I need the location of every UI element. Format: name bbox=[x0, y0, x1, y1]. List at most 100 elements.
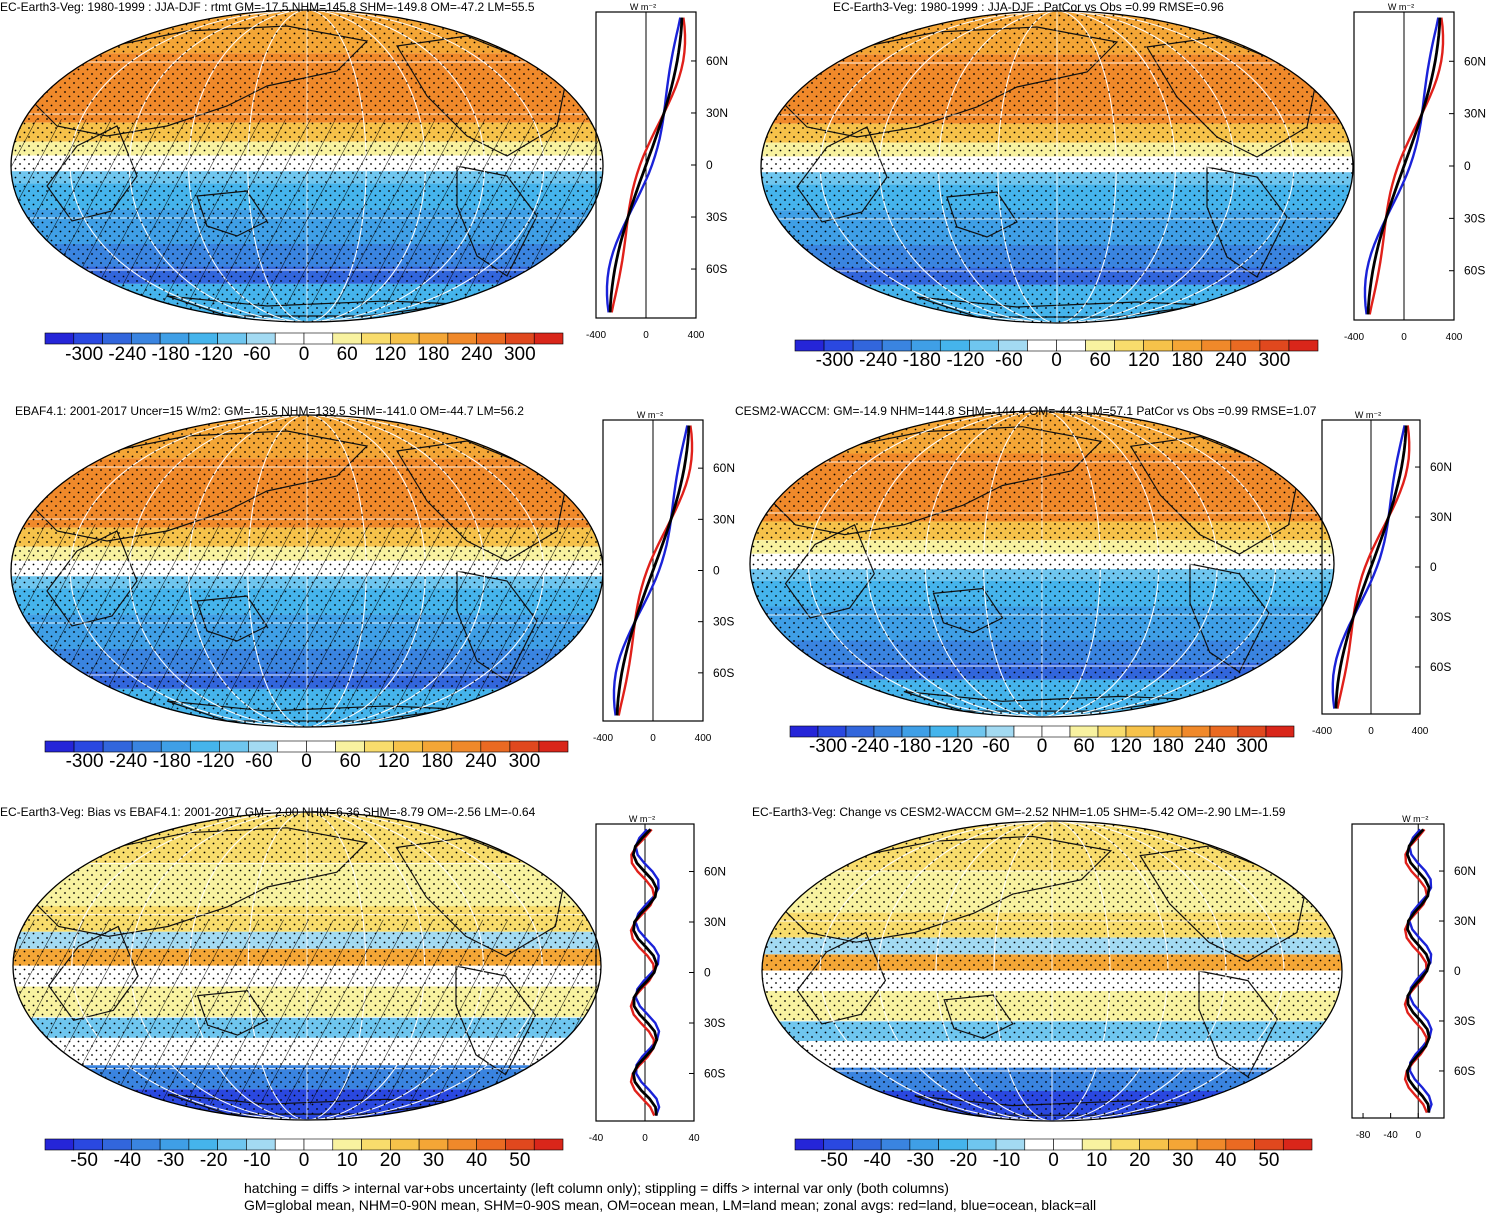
zonal-curve-land bbox=[1368, 17, 1445, 315]
zonal-frame bbox=[1351, 823, 1445, 1119]
colorbar-swatch bbox=[1024, 1138, 1054, 1151]
hatch-overlay bbox=[11, 119, 603, 307]
hatch-overlay bbox=[13, 919, 601, 1105]
colorbar-swatch bbox=[505, 332, 535, 345]
colorbar-label: 0 bbox=[1051, 350, 1062, 371]
colorbar-label: -120 bbox=[195, 344, 233, 365]
colorbar-swatch bbox=[794, 1138, 825, 1151]
map-border bbox=[761, 820, 1343, 1122]
zonal-xtick-label: 0 bbox=[1415, 1130, 1421, 1141]
zonal-curve-ocean bbox=[612, 425, 689, 716]
colorbar-swatch bbox=[188, 1138, 218, 1151]
colorbar-swatch bbox=[159, 332, 190, 345]
map-border bbox=[12, 811, 602, 1121]
map-panel-4 bbox=[749, 410, 1335, 718]
zonal-ytick-label: 60N bbox=[713, 461, 735, 475]
colorbar-label: 30 bbox=[1172, 1150, 1193, 1171]
colorbar-label: -240 bbox=[109, 751, 147, 772]
colorbar-label: -40 bbox=[863, 1150, 890, 1171]
zonal-xtick-label: 0 bbox=[642, 1133, 648, 1144]
colorbar-swatch bbox=[303, 1138, 334, 1151]
zonal-ytick-label: 0 bbox=[1454, 964, 1461, 978]
colorbar-label: -180 bbox=[153, 751, 191, 772]
colorbar-swatch bbox=[274, 1138, 305, 1151]
colorbar-swatch bbox=[938, 1138, 968, 1151]
zonal-curve-all bbox=[1366, 17, 1442, 315]
colorbar-swatch bbox=[159, 1138, 190, 1151]
zonal-ytick-label: 60N bbox=[706, 54, 728, 68]
colorbar-2: -300 -240 -180 -120 -60 0 60 120 180 240 300 bbox=[794, 339, 1319, 371]
colorbar-label: 60 bbox=[1073, 736, 1094, 757]
colorbar-label: 0 bbox=[1048, 1150, 1059, 1171]
colorbar-swatch bbox=[1168, 1138, 1198, 1151]
colorbar-swatch bbox=[1053, 1138, 1083, 1151]
colorbar-swatch bbox=[332, 332, 362, 345]
colorbar-swatch bbox=[823, 1138, 853, 1151]
colorbar-label: -10 bbox=[993, 1150, 1020, 1171]
colorbar-label: -300 bbox=[66, 751, 104, 772]
colorbar-label: -40 bbox=[114, 1150, 141, 1171]
colorbar-label: -240 bbox=[851, 736, 889, 757]
zonal-xtick-label: 0 bbox=[1401, 332, 1407, 343]
colorbar-swatch bbox=[390, 332, 420, 345]
colorbar-swatch bbox=[44, 1138, 75, 1151]
colorbar-label: 180 bbox=[418, 344, 450, 365]
colorbar-5: -50 -40 -30 -20 -10 0 10 20 30 40 50 bbox=[44, 1138, 564, 1171]
zonal-xtick-label: 400 bbox=[1446, 332, 1463, 343]
colorbar-swatch bbox=[246, 332, 276, 345]
map-border bbox=[760, 10, 1354, 324]
colorbar-swatch bbox=[44, 332, 75, 345]
colorbar-label: -300 bbox=[816, 350, 854, 371]
zonal-curve-all bbox=[615, 425, 691, 716]
zonal-mean-plot-3: W m⁻² 60N 30N 0 30S 60S -400 0 400 bbox=[593, 410, 735, 744]
zonal-ytick-label: 30N bbox=[706, 106, 728, 120]
zonal-unit-label: W m⁻² bbox=[1388, 2, 1414, 12]
zonal-curve-all bbox=[1334, 425, 1408, 709]
colorbar-label: -60 bbox=[995, 350, 1022, 371]
zonal-curve-ocean bbox=[1331, 425, 1406, 709]
zonal-ytick-label: 30N bbox=[713, 512, 735, 526]
colorbar-swatch bbox=[1254, 1138, 1284, 1151]
zonal-mean-plot-2: W m⁻² 60N 30N 0 30S 60S -400 0 400 bbox=[1344, 2, 1486, 343]
zonal-curve-land bbox=[1336, 425, 1411, 709]
map-panel-3 bbox=[10, 414, 604, 728]
zonal-xtick-label: -400 bbox=[593, 733, 613, 744]
panel-title-2: EC-Earth3-Veg: 1980-1999 : JJA-DJF : Pat… bbox=[833, 0, 1224, 14]
zonal-xtick-label: 400 bbox=[695, 733, 712, 744]
colorbar-label: 180 bbox=[1171, 350, 1203, 371]
colorbar-swatch bbox=[217, 332, 247, 345]
colorbar-label: 240 bbox=[1215, 350, 1247, 371]
panel-title-5: EC-Earth3-Veg: Bias vs EBAF4.1: 2001-201… bbox=[0, 805, 536, 819]
zonal-ytick-label: 60N bbox=[1454, 864, 1476, 878]
legend-note-means: GM=global mean, NHM=0-90N mean, SHM=0-90… bbox=[244, 1197, 1097, 1213]
colorbar-label: -300 bbox=[809, 736, 847, 757]
map-panel-6 bbox=[761, 820, 1343, 1122]
colorbar-label: 240 bbox=[461, 344, 493, 365]
colorbar-label: 0 bbox=[299, 1150, 310, 1171]
zonal-xtick-label: -40 bbox=[1383, 1130, 1398, 1141]
colorbar-swatch bbox=[217, 1138, 247, 1151]
colorbar-label: -240 bbox=[108, 344, 146, 365]
zonal-xtick-label: -400 bbox=[1344, 332, 1364, 343]
colorbar-label: -120 bbox=[946, 350, 984, 371]
colorbar-swatch bbox=[102, 1138, 132, 1151]
hatch-overlay bbox=[11, 524, 603, 712]
colorbar-swatch bbox=[995, 1138, 1026, 1151]
zonal-mean-plot-6: W m⁻² 60N 30N 0 30S 60S -80 -40 0 bbox=[1351, 814, 1476, 1141]
zonal-unit-label: W m⁻² bbox=[629, 814, 655, 824]
zonal-ytick-label: 0 bbox=[713, 564, 720, 578]
colorbar-swatch bbox=[909, 1138, 939, 1151]
colorbar-swatch bbox=[303, 332, 334, 345]
colorbar-swatch bbox=[1196, 1138, 1227, 1151]
colorbar-label: -60 bbox=[243, 344, 270, 365]
zonal-mean-plot-5: W m⁻² 60N 30N 0 30S 60S -40 0 40 bbox=[589, 814, 726, 1144]
zonal-ytick-label: 30S bbox=[1464, 211, 1485, 225]
panel-title-1: EC-Earth3-Veg: 1980-1999 : JJA-DJF : rtm… bbox=[0, 0, 535, 14]
colorbar-label: 240 bbox=[1194, 736, 1226, 757]
colorbar-swatch bbox=[73, 332, 103, 345]
colorbar-label: -20 bbox=[200, 1150, 227, 1171]
panel-title-3: EBAF4.1: 2001-2017 Uncer=15 W/m2: GM=-15… bbox=[15, 404, 524, 418]
zonal-ytick-label: 30N bbox=[704, 915, 726, 929]
zonal-curve-all bbox=[608, 17, 684, 313]
